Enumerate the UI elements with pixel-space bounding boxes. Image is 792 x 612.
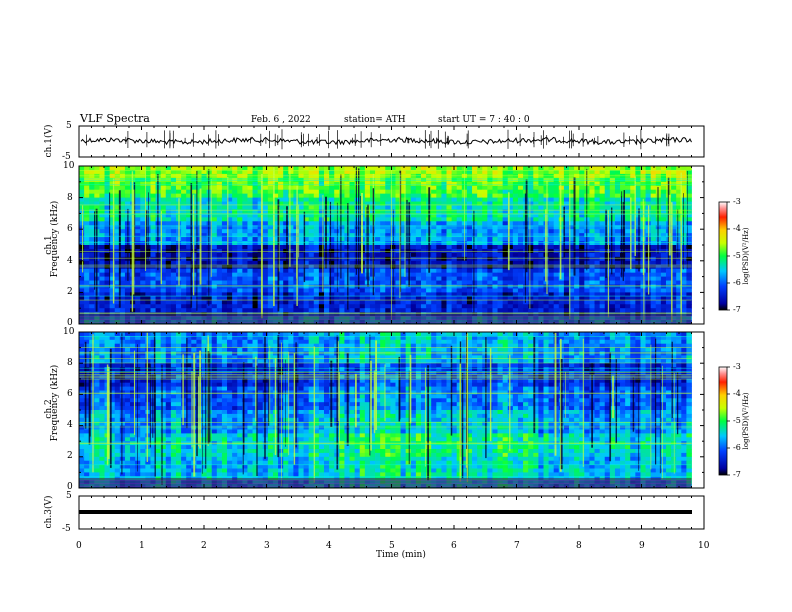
ch1-ytick-top: 5 — [66, 121, 72, 131]
xtick-0: 0 — [76, 541, 82, 551]
ch1-waveform-ylabel: ch.1(V) — [44, 124, 54, 158]
xtick-9: 9 — [639, 541, 645, 551]
xtick-6: 6 — [451, 541, 457, 551]
ch3-ytick-top: 5 — [66, 491, 72, 501]
xtick-10: 10 — [698, 541, 710, 551]
ch1-ytick-2: 2 — [67, 287, 73, 297]
cb1-tick-m5: -5 — [733, 251, 741, 260]
ch1-spectrogram-panel — [78, 165, 705, 325]
start-time-label: start UT = 7 : 40 : 0 — [438, 115, 530, 125]
ch1-ytick-8: 8 — [67, 193, 73, 203]
ch1-ytick-10: 10 — [63, 161, 75, 171]
ch1-waveform-spikes — [86, 129, 670, 150]
ch2-spectrogram-image — [79, 332, 692, 489]
ch3-waveform-ylabel: ch.3(V) — [44, 495, 54, 529]
cb1-tick-m7: -7 — [733, 305, 741, 314]
cb2-tick-m5: -5 — [733, 416, 741, 425]
cb2-tick-m4: -4 — [733, 389, 741, 398]
cb1-tick-m6: -6 — [733, 278, 741, 287]
ch2-ytick-8: 8 — [67, 358, 73, 368]
ch1-waveform-line — [80, 136, 692, 146]
xtick-4: 4 — [326, 541, 332, 551]
ch1-spectrogram-ylabel: Frequency (kHz) — [50, 200, 60, 278]
ch2-ytick-6: 6 — [67, 389, 73, 399]
ch2-ytick-0: 0 — [67, 482, 73, 492]
ch1-colorbar — [718, 201, 728, 311]
xtick-2: 2 — [201, 541, 207, 551]
ch1-spectrogram-image — [79, 166, 692, 325]
ch2-ytick-2: 2 — [67, 451, 73, 461]
xtick-7: 7 — [514, 541, 520, 551]
ch3-ytick-bottom: -5 — [62, 524, 71, 534]
cb2-label: log(PSD)(V²/Hz) — [742, 392, 750, 450]
ch1-waveform-panel — [78, 125, 705, 158]
ch2-ytick-4: 4 — [67, 420, 73, 430]
ch1-ytick-bottom: -5 — [62, 152, 71, 162]
colorbar-ticks — [727, 201, 730, 476]
ch3-waveform-line — [79, 510, 692, 514]
xtick-8: 8 — [576, 541, 582, 551]
ch1-ytick-0: 0 — [67, 318, 73, 328]
ch2-spectrogram-ylabel: Frequency (kHz) — [50, 364, 60, 442]
ch2-colorbar — [718, 366, 728, 476]
cb1-label: log(PSD)(V²/Hz) — [742, 227, 750, 285]
station-label: station= ATH — [344, 115, 406, 125]
cb1-tick-m3: -3 — [733, 197, 741, 206]
xtick-3: 3 — [264, 541, 270, 551]
ch1-ytick-6: 6 — [67, 224, 73, 234]
chart-title: VLF Spectra — [80, 112, 150, 125]
xtick-5: 5 — [389, 541, 395, 551]
xaxis-label: Time (min) — [376, 550, 426, 560]
axis-ticks — [78, 126, 705, 529]
ch2-spectrogram-panel — [78, 331, 705, 489]
xtick-1: 1 — [139, 541, 145, 551]
ch1-ytick-4: 4 — [67, 256, 73, 266]
cb2-tick-m6: -6 — [733, 443, 741, 452]
ch3-waveform-panel — [78, 495, 705, 530]
cb2-tick-m7: -7 — [733, 470, 741, 479]
cb2-tick-m3: -3 — [733, 362, 741, 371]
date-label: Feb. 6 , 2022 — [251, 115, 311, 125]
ch2-ytick-10: 10 — [63, 327, 75, 337]
cb1-tick-m4: -4 — [733, 224, 741, 233]
